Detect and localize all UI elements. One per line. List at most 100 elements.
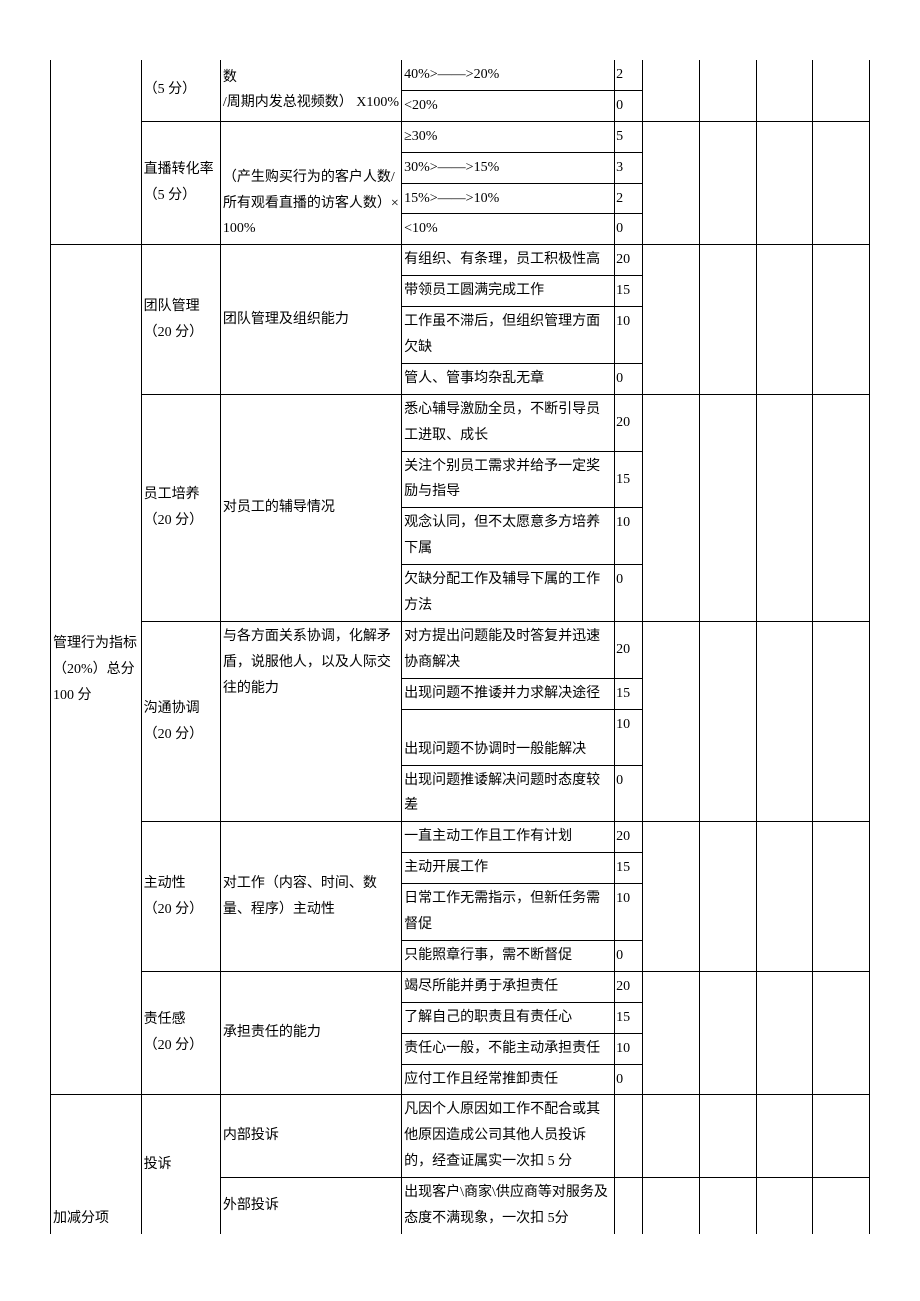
metric-label: 员工培养（20 分） (141, 394, 220, 621)
blank-cell (813, 245, 870, 394)
score-cell: 20 (615, 971, 643, 1002)
score-cell: 15 (615, 678, 643, 709)
section-cell (51, 60, 142, 245)
criteria-cell: 责任心一般，不能主动承担责任 (402, 1033, 615, 1064)
metric-formula: 与各方面关系协调，化解矛盾，说服他人，以及人际交往的能力 (220, 621, 401, 821)
metric-formula: 承担责任的能力 (220, 971, 401, 1095)
blank-cell (700, 121, 757, 245)
blank-cell (813, 621, 870, 821)
metric-label: 团队管理（20 分） (141, 245, 220, 394)
blank-cell (643, 621, 700, 821)
blank-cell (700, 245, 757, 394)
score-cell: 2 (615, 183, 643, 214)
blank-cell (756, 822, 813, 971)
blank-cell (813, 1178, 870, 1234)
blank-cell (643, 971, 700, 1095)
score-cell: 15 (615, 276, 643, 307)
criteria-cell: 只能照章行事，需不断督促 (402, 940, 615, 971)
criteria-cell: 30%>——>15% (402, 152, 615, 183)
score-cell: 0 (615, 1064, 643, 1095)
blank-cell (813, 394, 870, 621)
score-cell: 10 (615, 884, 643, 941)
metric-label: 沟通协调（20 分） (141, 621, 220, 821)
criteria-cell: 凡因个人原因如工作不配合或其他原因造成公司其他人员投诉的，经查证属实一次扣 5 … (402, 1095, 615, 1178)
score-cell (615, 1095, 643, 1178)
criteria-cell: 竭尽所能并勇于承担责任 (402, 971, 615, 1002)
blank-cell (813, 121, 870, 245)
criteria-cell: 应付工作且经常推卸责任 (402, 1064, 615, 1095)
blank-cell (756, 1178, 813, 1234)
score-cell: 20 (615, 822, 643, 853)
metric-formula: 数/周期内发总视频数） X100% (220, 60, 401, 121)
metric-label: （5 分） (141, 60, 220, 121)
score-cell: 10 (615, 307, 643, 364)
blank-cell (813, 1095, 870, 1178)
score-cell: 0 (615, 765, 643, 822)
metric-label: 主动性（20 分） (141, 822, 220, 971)
blank-cell (813, 60, 870, 121)
criteria-cell: 欠缺分配工作及辅导下属的工作方法 (402, 565, 615, 622)
score-cell: 0 (615, 363, 643, 394)
criteria-cell: 管人、管事均杂乱无章 (402, 363, 615, 394)
blank-cell (643, 1095, 700, 1178)
criteria-cell: 出现客户\商家\供应商等对服务及态度不满现象，一次扣 5分 (402, 1178, 615, 1234)
blank-cell (700, 822, 757, 971)
blank-cell (700, 1095, 757, 1178)
criteria-cell: 出现问题不推诿并力求解决途径 (402, 678, 615, 709)
score-cell: 0 (615, 940, 643, 971)
blank-cell (700, 1178, 757, 1234)
blank-cell (813, 822, 870, 971)
sub-label: 内部投诉 (220, 1095, 401, 1178)
score-cell: 5 (615, 121, 643, 152)
blank-cell (643, 60, 700, 121)
evaluation-table: （5 分） 数/周期内发总视频数） X100% 40%>——>20% 2 <20… (50, 60, 870, 1234)
blank-cell (756, 971, 813, 1095)
criteria-cell: 出现问题推诿解决问题时态度较差 (402, 765, 615, 822)
score-cell: 0 (615, 565, 643, 622)
blank-cell (813, 971, 870, 1095)
score-cell: 0 (615, 90, 643, 121)
criteria-cell: 了解自己的职责且有责任心 (402, 1002, 615, 1033)
score-cell: 10 (615, 508, 643, 565)
score-cell: 3 (615, 152, 643, 183)
section-title: 管理行为指标（20%）总分 100 分 (51, 245, 142, 1095)
score-cell: 0 (615, 214, 643, 245)
metric-label: 直播转化率（5 分） (141, 121, 220, 245)
section-title: 加减分项 (51, 1095, 142, 1234)
blank-cell (700, 394, 757, 621)
blank-cell (700, 971, 757, 1095)
metric-formula: 对工作（内容、时间、数量、程序）主动性 (220, 822, 401, 971)
criteria-cell: 出现问题不协调时一般能解决 (402, 709, 615, 765)
criteria-cell: 对方提出问题能及时答复并迅速协商解决 (402, 621, 615, 678)
blank-cell (756, 121, 813, 245)
score-cell: 15 (615, 451, 643, 508)
criteria-cell: 40%>——>20% (402, 60, 615, 90)
blank-cell (756, 621, 813, 821)
blank-cell (756, 245, 813, 394)
blank-cell (643, 822, 700, 971)
criteria-cell: 带领员工圆满完成工作 (402, 276, 615, 307)
criteria-cell: 工作虽不滞后，但组织管理方面欠缺 (402, 307, 615, 364)
blank-cell (643, 245, 700, 394)
criteria-cell: 悉心辅导激励全员，不断引导员工进取、成长 (402, 394, 615, 451)
score-cell: 10 (615, 709, 643, 765)
metric-label: 责任感（20 分） (141, 971, 220, 1095)
metric-formula: 对员工的辅导情况 (220, 394, 401, 621)
metric-formula: 团队管理及组织能力 (220, 245, 401, 394)
blank-cell (700, 60, 757, 121)
blank-cell (700, 621, 757, 821)
blank-cell (643, 121, 700, 245)
sub-label: 外部投诉 (220, 1178, 401, 1234)
criteria-cell: ≥30% (402, 121, 615, 152)
blank-cell (643, 1178, 700, 1234)
score-cell (615, 1178, 643, 1234)
criteria-cell: 15%>——>10% (402, 183, 615, 214)
score-cell: 10 (615, 1033, 643, 1064)
metric-label: 投诉 (141, 1095, 220, 1234)
score-cell: 20 (615, 621, 643, 678)
score-cell: 15 (615, 1002, 643, 1033)
criteria-cell: 日常工作无需指示，但新任务需督促 (402, 884, 615, 941)
metric-formula: （产生购买行为的客户人数/所有观看直播的访客人数）×100% (220, 121, 401, 245)
criteria-cell: 有组织、有条理，员工积极性高 (402, 245, 615, 276)
criteria-cell: 主动开展工作 (402, 853, 615, 884)
